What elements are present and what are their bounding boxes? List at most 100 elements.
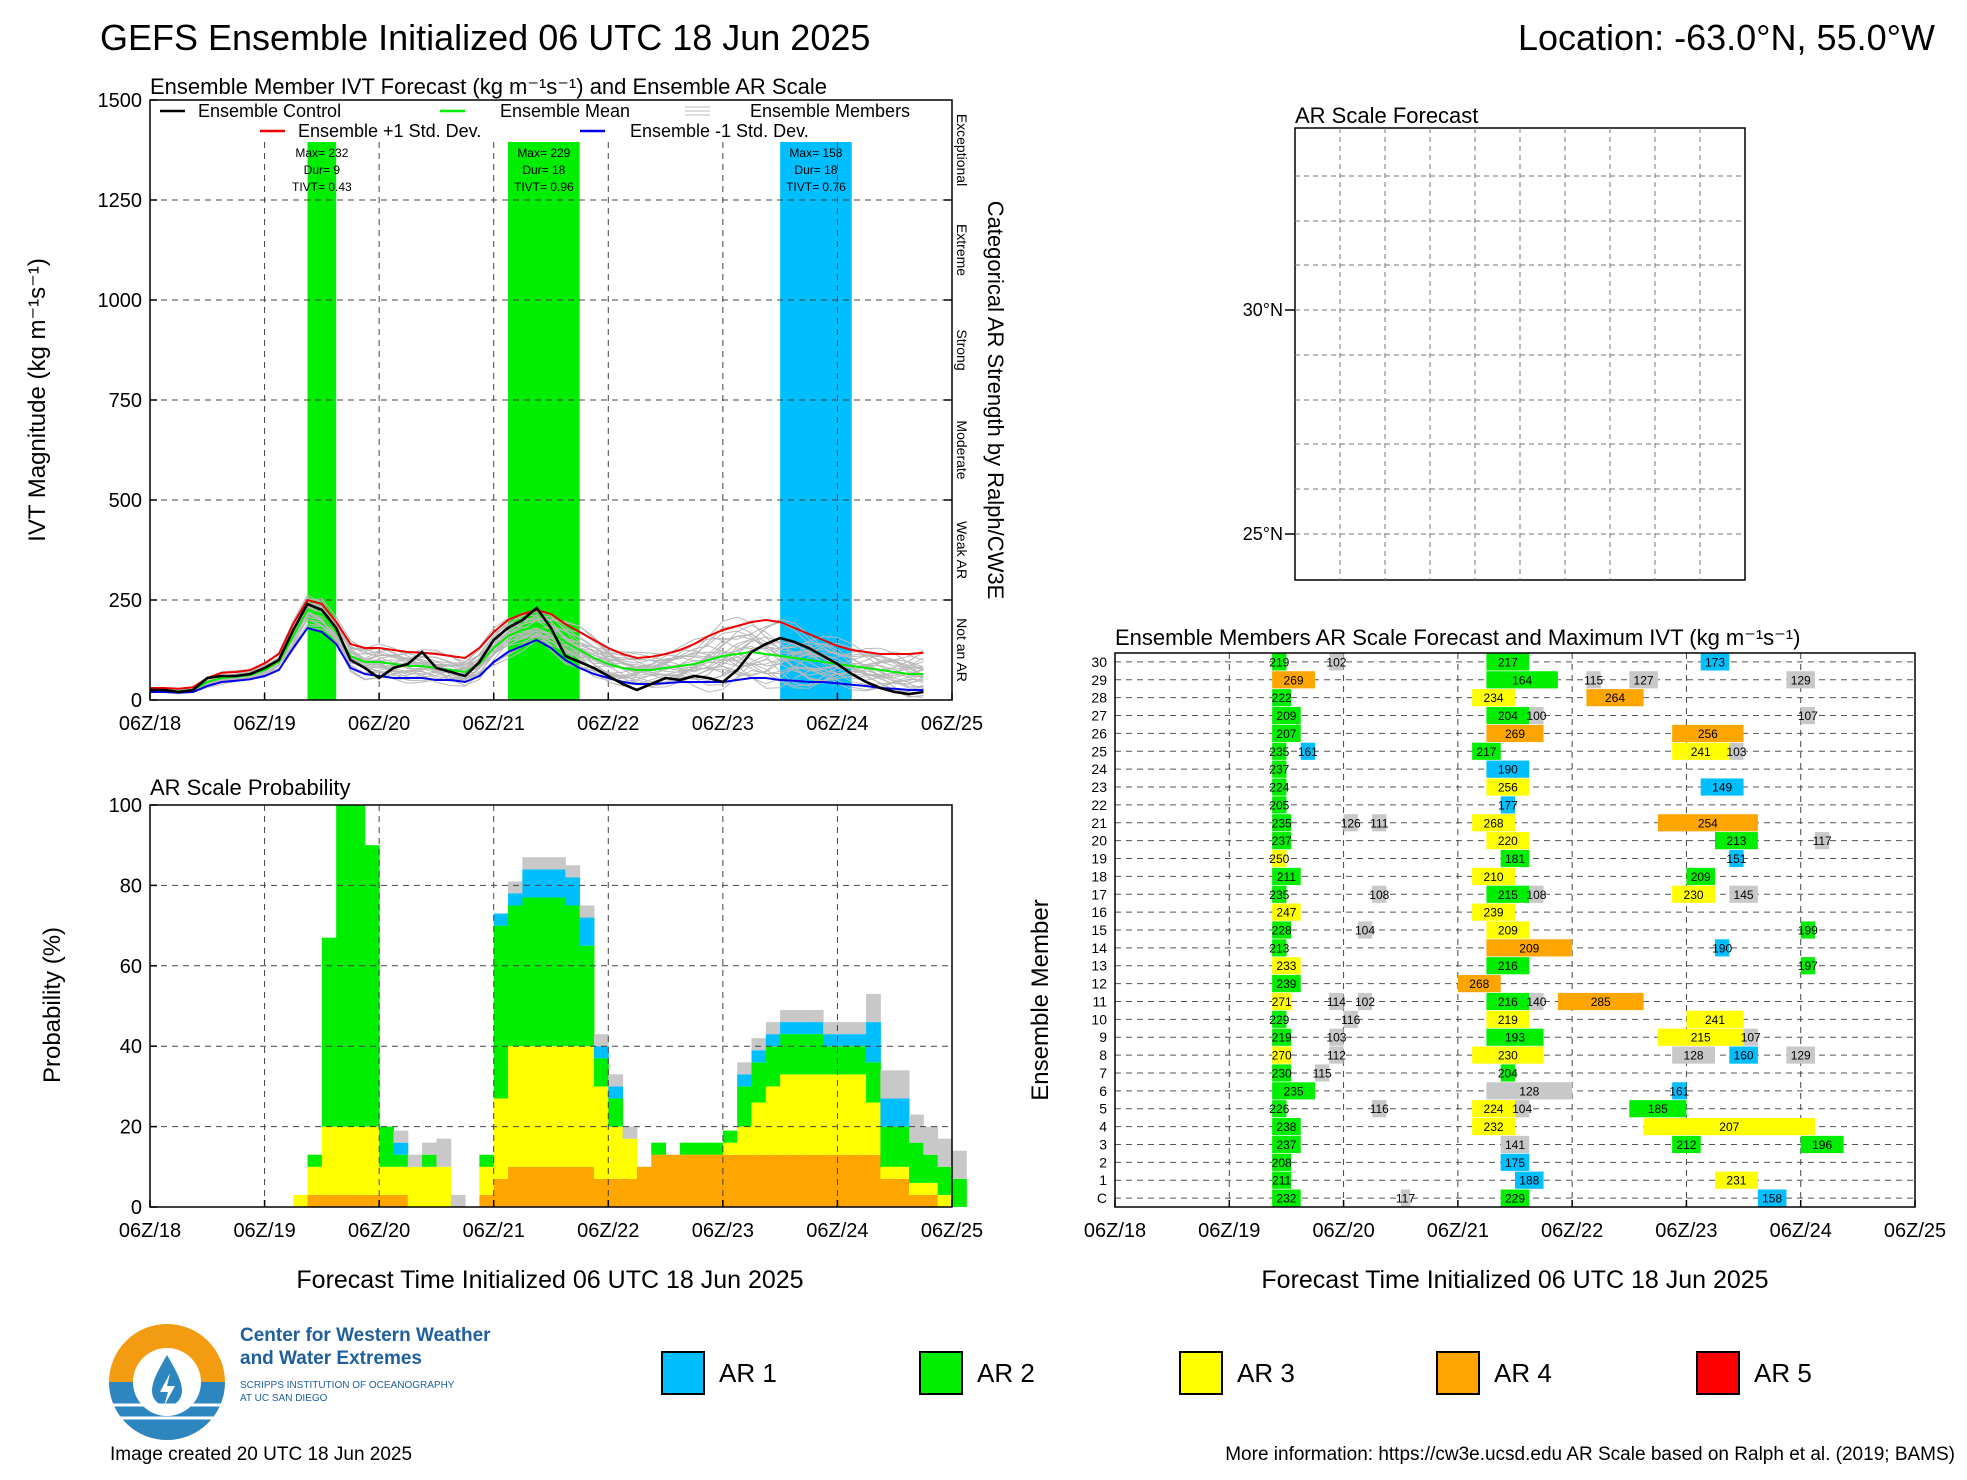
probability-bar-segment <box>780 1154 795 1207</box>
member-max-ivt-label: 237 <box>1269 763 1289 777</box>
member-ar-segment <box>1715 1171 1758 1189</box>
probability-bar-segment <box>536 869 552 898</box>
probability-bar-segment <box>436 1138 452 1167</box>
ar-event-stat-label: Max= 158 <box>789 146 842 160</box>
member-ar-segment <box>1486 653 1530 671</box>
probability-bar-segment <box>536 857 552 870</box>
member-max-ivt-label: 269 <box>1505 727 1525 741</box>
probability-y-tick-label: 80 <box>120 875 142 897</box>
legend-members-swatch <box>685 106 710 116</box>
probability-bar-segment <box>751 1062 767 1103</box>
member-ar-segment <box>1529 885 1544 903</box>
member-ar-segment <box>1400 1189 1411 1207</box>
member-max-ivt-label: 160 <box>1734 1049 1754 1063</box>
left-x-axis-label: Forecast Time Initialized 06 UTC 18 Jun … <box>296 1266 803 1294</box>
member-max-ivt-label: 230 <box>1272 1066 1292 1080</box>
ar-category-axis-label: Exceptional <box>954 114 970 186</box>
member-max-ivt-label: 196 <box>1812 1138 1832 1152</box>
member-max-ivt-label: 209 <box>1691 870 1711 884</box>
probability-bar-segment <box>579 917 595 946</box>
member-max-ivt-label: 219 <box>1269 655 1289 669</box>
member-max-ivt-label: 107 <box>1741 1031 1761 1045</box>
lat-label-25n: 25°N <box>1243 524 1283 544</box>
probability-bar-segment <box>823 1074 838 1155</box>
probability-bar-segment <box>894 1126 910 1167</box>
legend-swatch-ar2 <box>919 1351 963 1395</box>
probability-bar-segment <box>522 869 538 898</box>
probability-bar-segment <box>622 1138 638 1179</box>
members-x-tick-label: 06Z/23 <box>1655 1220 1717 1242</box>
member-max-ivt-label: 117 <box>1813 834 1832 848</box>
legend-label-ar5: AR 5 <box>1754 1358 1812 1388</box>
legend-minus-label: Ensemble -1 Std. Dev. <box>630 121 809 141</box>
member-ar-segment <box>1643 1118 1815 1136</box>
member-max-ivt-label: 161 <box>1669 1084 1689 1098</box>
member-max-ivt-label: 285 <box>1591 995 1611 1009</box>
member-max-ivt-label: 247 <box>1276 906 1296 920</box>
ivt-y-tick-label: 750 <box>109 390 142 412</box>
member-ar-segment <box>1329 653 1344 671</box>
probability-bar-segment <box>937 1138 953 1167</box>
member-tick-label: 1 <box>1099 1172 1107 1188</box>
probability-bar-segment <box>593 1086 609 1179</box>
probability-bar-segment <box>307 1154 323 1167</box>
probability-bar-segment <box>379 1126 394 1167</box>
member-ar-segment <box>1700 653 1730 671</box>
member-ar-segment <box>1272 939 1287 957</box>
probability-bar-segment <box>851 1074 867 1155</box>
member-max-ivt-label: 188 <box>1519 1174 1539 1188</box>
ensemble-member-line <box>150 611 924 694</box>
ar-event-stat-label: Dur= 18 <box>794 163 837 177</box>
probability-bar-segment <box>536 897 552 1047</box>
member-ar-segment <box>1672 742 1730 760</box>
member-tick-label: 3 <box>1099 1136 1107 1152</box>
member-ar-segment <box>1486 778 1530 796</box>
member-max-ivt-label: 129 <box>1791 673 1811 687</box>
member-ar-segment <box>1486 1010 1530 1028</box>
member-max-ivt-label: 145 <box>1734 888 1754 902</box>
probability-bar-segment <box>765 1086 781 1155</box>
member-ar-segment <box>1272 689 1292 707</box>
member-tick-label: 25 <box>1091 743 1107 759</box>
probability-bar-segment <box>909 1114 924 1143</box>
member-ar-segment <box>1343 1010 1358 1028</box>
member-ar-segment <box>1272 671 1315 689</box>
member-ar-segment <box>1500 1189 1530 1207</box>
probability-bar-segment <box>436 1166 452 1207</box>
member-max-ivt-label: 161 <box>1298 745 1318 759</box>
member-max-ivt-label: 232 <box>1484 1120 1504 1134</box>
member-ar-segment <box>1472 1100 1515 1118</box>
probability-x-tick-label: 06Z/18 <box>119 1220 181 1242</box>
ar-event-stat-label: Max= 232 <box>295 146 348 160</box>
member-ar-segment <box>1672 1135 1701 1154</box>
probability-bar-segment <box>751 1102 767 1155</box>
member-max-ivt-label: 181 <box>1505 852 1525 866</box>
member-max-ivt-label: 239 <box>1484 906 1504 920</box>
probability-bar-segment <box>508 905 523 1047</box>
logo-line-4: AT UC SAN DIEGO <box>240 1393 328 1404</box>
member-max-ivt-label: 149 <box>1712 781 1732 795</box>
more-information-note: More information: https://cw3e.ucsd.edu … <box>1225 1444 1955 1465</box>
member-ar-segment <box>1329 1028 1344 1046</box>
member-tick-label: 2 <box>1099 1154 1107 1170</box>
probability-bar-segment <box>651 1142 667 1155</box>
ar-event-stat-label: Dur= 18 <box>522 163 565 177</box>
probability-bar-segment <box>823 1046 838 1075</box>
probability-bar-segment <box>880 1126 896 1167</box>
members-x-tick-label: 06Z/25 <box>1884 1220 1946 1242</box>
probability-bar-segment <box>866 1062 881 1103</box>
member-ar-segment <box>1300 742 1315 760</box>
probability-bar-segment <box>422 1166 437 1207</box>
ar-category-axis-label: Moderate <box>954 420 970 479</box>
ar-event-stat-label: TIVT= 0.43 <box>292 180 352 194</box>
member-max-ivt-label: 100 <box>1526 709 1546 723</box>
probability-bar-segment <box>737 1086 752 1127</box>
member-ar-segment <box>1472 903 1515 921</box>
member-max-ivt-label: 215 <box>1691 1031 1711 1045</box>
member-ar-segment <box>1700 778 1744 796</box>
member-max-ivt-label: 197 <box>1798 959 1818 973</box>
member-max-ivt-label: 116 <box>1370 1102 1389 1116</box>
member-max-ivt-label: 128 <box>1519 1084 1539 1098</box>
member-max-ivt-label: 115 <box>1313 1066 1332 1080</box>
member-max-ivt-label: 190 <box>1712 941 1732 955</box>
